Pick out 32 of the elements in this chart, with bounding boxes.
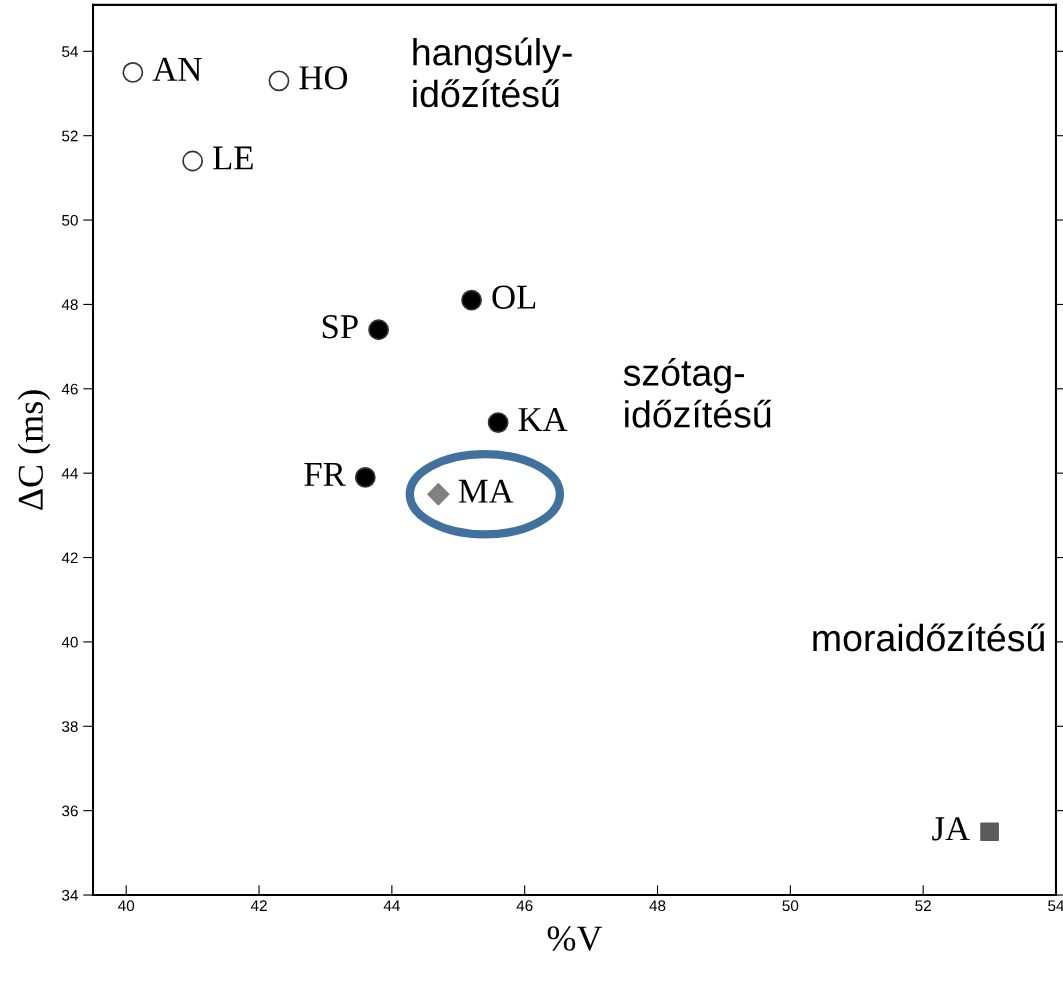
y-tick-label: 52 — [62, 130, 78, 142]
y-tick-label: 50 — [62, 214, 78, 226]
x-tick-label: 40 — [118, 900, 135, 912]
y-tick-label: 38 — [62, 721, 78, 732]
annotation: KA — [518, 407, 568, 431]
annotation: FR — [304, 463, 346, 486]
x-tick-label: 44 — [383, 900, 400, 911]
x-tick-label: 48 — [649, 900, 666, 912]
annotation: moraidőzítésű — [813, 623, 1045, 652]
y-tick-label: 48 — [61, 299, 78, 311]
y-tick-label: 54 — [62, 46, 78, 57]
annotation: hangsúly- időzítésű — [413, 37, 572, 108]
annotation: MA — [458, 479, 514, 503]
y-tick-label: 42 — [61, 552, 78, 564]
x-tick-label: 46 — [516, 900, 533, 912]
x-tick-label: 42 — [250, 900, 267, 911]
x-axis-title: %V — [547, 926, 603, 951]
y-tick-label: 36 — [62, 805, 78, 817]
x-tick-label: 52 — [915, 900, 931, 912]
annotation: JA — [932, 817, 970, 841]
x-tick-label: 50 — [782, 900, 799, 912]
annotation: HO — [299, 66, 348, 90]
annotation: LE — [213, 146, 253, 170]
y-tick-label: 40 — [61, 636, 78, 648]
annotation: AN — [152, 57, 202, 81]
y-tick-label: 44 — [61, 468, 78, 479]
annotation: OL — [492, 285, 536, 309]
y-tick-label: 46 — [61, 383, 78, 395]
annotation: szótag- időzítésű — [623, 357, 772, 428]
annotation: SP — [322, 315, 358, 339]
y-tick-label: 34 — [62, 889, 78, 901]
y-axis-title: ΔC (ms) — [17, 390, 51, 510]
